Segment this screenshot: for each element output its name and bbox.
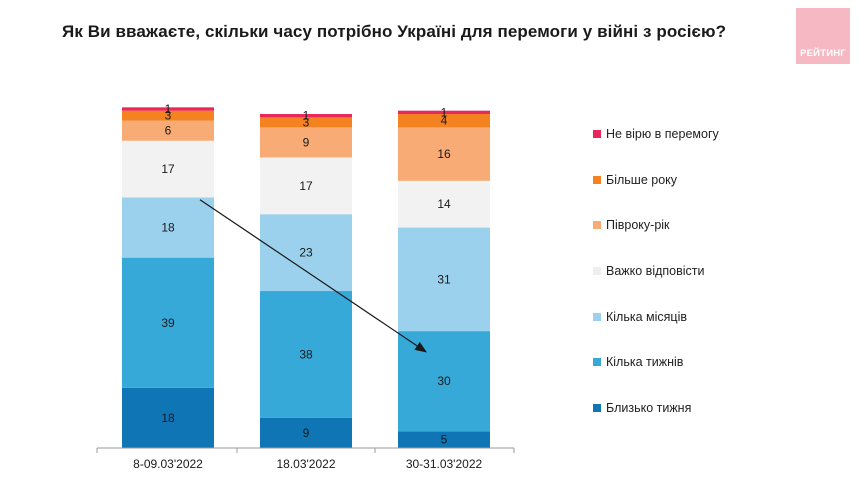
bar-segment — [122, 387, 214, 448]
trend-arrow-layer — [199, 199, 427, 353]
legend-swatch — [593, 221, 601, 230]
data-label: 6 — [165, 124, 172, 138]
bar-segment — [260, 127, 352, 158]
bar-segment — [260, 291, 352, 418]
legend-label: Кілька місяців — [606, 309, 687, 324]
bar-segment — [122, 197, 214, 258]
chart-title: Як Ви вважаєте, скільки часу потрібно Ук… — [62, 22, 727, 41]
data-label: 38 — [299, 347, 313, 361]
legend-swatch — [593, 358, 601, 367]
bar-segment — [260, 114, 352, 118]
bar-segment — [398, 127, 490, 181]
x-tick-label: 8-09.03'2022 — [133, 457, 203, 471]
trend-arrow — [199, 199, 427, 353]
x-tick-label: 30-31.03'2022 — [406, 457, 483, 471]
bar-segment — [398, 180, 490, 228]
bar-segment — [260, 117, 352, 128]
data-label: 16 — [437, 147, 451, 161]
legend-label: Більше року — [606, 172, 678, 187]
legend-swatch — [593, 312, 601, 321]
data-label: 5 — [441, 433, 448, 447]
legend-swatch — [593, 130, 601, 138]
bar-segment — [398, 331, 490, 432]
bar-segment — [398, 431, 490, 448]
data-label: 18 — [161, 411, 175, 425]
data-label: 3 — [165, 109, 172, 123]
data-label: 1 — [165, 102, 172, 116]
bar-segment — [398, 110, 490, 115]
data-label: 9 — [303, 135, 310, 149]
bar-segment — [260, 214, 352, 292]
bar-segment — [398, 227, 490, 332]
x-axis-ticks: 8-09.03'2022 18.03'2022 30-31.03'2022 — [96, 448, 515, 471]
legend-swatch — [593, 404, 601, 413]
bar-segment — [122, 120, 214, 141]
x-tick-label: 18.03'2022 — [276, 457, 335, 471]
data-label: 4 — [441, 114, 448, 128]
bar-segment — [122, 257, 214, 388]
legend-label: Кілька тижнів — [606, 355, 684, 370]
data-label: 1 — [441, 105, 448, 119]
data-label: 3 — [303, 115, 310, 129]
data-label: 30 — [437, 374, 451, 388]
legend-label: Важко відповісти — [606, 264, 705, 279]
legend-label: Близько тижня — [606, 401, 692, 416]
legend-label: Півроку-рік — [606, 218, 670, 233]
bar-segment — [122, 140, 214, 198]
data-label: 9 — [303, 426, 310, 440]
data-label: 23 — [299, 246, 313, 260]
legend-label: Не вірю в перемогу — [606, 127, 719, 141]
data-label: 18 — [161, 221, 175, 235]
legend-swatch — [593, 175, 601, 184]
logo-text: РЕЙТИНГ — [800, 48, 846, 59]
data-label: 31 — [437, 272, 451, 286]
data-label: 17 — [299, 179, 313, 193]
legend-swatch — [593, 267, 601, 276]
data-label: 14 — [437, 197, 451, 211]
data-label: 17 — [161, 162, 175, 176]
data-label: 1 — [303, 109, 310, 123]
bar-segment — [122, 110, 214, 121]
rating-logo: РЕЙТИНГ — [796, 8, 850, 64]
bar-segment — [260, 157, 352, 215]
data-label: 39 — [161, 316, 175, 330]
bar-segment — [122, 107, 214, 111]
bar-segment — [398, 114, 490, 128]
bars-layer — [122, 107, 490, 448]
bar-segment — [260, 417, 352, 448]
